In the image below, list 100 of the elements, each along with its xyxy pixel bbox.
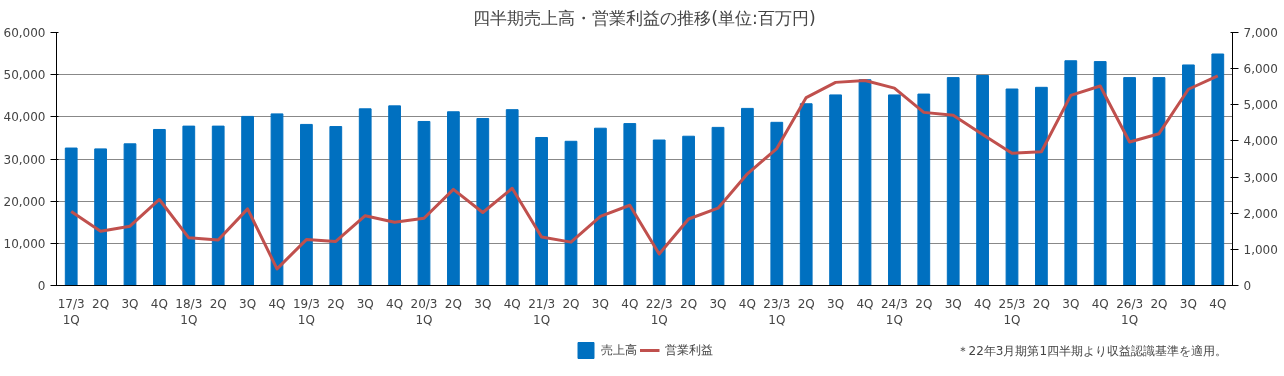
x-tick-label: 21/3 1Q	[528, 296, 556, 328]
x-tick-label: 3Q	[474, 296, 492, 311]
bar	[1123, 77, 1136, 286]
bar	[211, 125, 225, 286]
x-tick-label: 24/3 1Q	[880, 296, 908, 328]
x-tick-label: 2Q	[1150, 296, 1168, 311]
bar	[917, 93, 931, 286]
x-tick-label: 4Q	[503, 296, 521, 311]
x-tick-label: 17/3 1Q	[57, 296, 85, 328]
bar	[505, 109, 519, 286]
x-tick-label: 4Q	[974, 296, 992, 311]
bar	[1152, 77, 1166, 286]
x-tick-label: 20/3 1Q	[410, 296, 438, 328]
bar	[153, 128, 166, 286]
y-tick-label: 10,000	[3, 236, 46, 251]
bar	[300, 123, 313, 286]
bar	[623, 123, 637, 286]
x-tick-label: 3Q	[709, 296, 727, 311]
legend-label: 営業利益	[664, 341, 713, 359]
x-tick-label: 4Q	[1209, 296, 1227, 311]
y-tick-label: 0	[37, 279, 46, 293]
bar	[829, 94, 842, 286]
bar	[241, 115, 254, 286]
x-tick-label: 2Q	[444, 296, 462, 311]
x-tick-label: 3Q	[356, 296, 374, 311]
bar	[770, 121, 784, 286]
x-tick-label: 4Q	[1091, 296, 1109, 311]
bar	[476, 118, 490, 286]
x-tick-label: 2Q	[92, 296, 110, 311]
bar	[741, 107, 754, 286]
y-tick-label: 50,000	[3, 68, 46, 83]
bar	[182, 125, 196, 286]
bar	[711, 126, 725, 286]
x-tick-label: 4Q	[856, 296, 874, 311]
bar	[535, 136, 548, 286]
bar	[1035, 86, 1048, 286]
y2-tick-label: 7,000	[1243, 26, 1278, 40]
legend-label: 売上高	[600, 341, 637, 359]
bar	[594, 127, 607, 286]
x-tick-label: 3Q	[1179, 296, 1197, 311]
bar	[329, 126, 343, 286]
x-tick-label: 2Q	[680, 296, 698, 311]
x-tick-label: 2Q	[915, 296, 933, 311]
x-tick-label: 3Q	[827, 296, 845, 311]
bar	[1093, 61, 1107, 286]
x-tick-label: 22/3 1Q	[645, 296, 673, 328]
y-tick-label: 40,000	[3, 110, 46, 125]
y2-tick-label: 0	[1243, 279, 1252, 293]
x-tick-label: 3Q	[1062, 296, 1080, 311]
y2-tick-label: 5,000	[1243, 98, 1278, 113]
bar	[358, 108, 372, 286]
y2-tick-label: 6,000	[1243, 62, 1278, 77]
bar	[799, 103, 813, 286]
x-tick-label: 23/3 1Q	[763, 296, 791, 328]
bar	[1211, 53, 1225, 286]
bar	[447, 111, 460, 286]
x-tick-label: 3Q	[121, 296, 139, 311]
text: ＊22年3月期第1四半期より収益認識基準を適用。	[956, 343, 1228, 358]
x-tick-label: 2Q	[209, 296, 227, 311]
chart-title: 四半期売上高・営業利益の推移(単位:百万円)	[473, 7, 816, 28]
x-tick-label: 19/3 1Q	[292, 296, 320, 328]
x-tick-label: 3Q	[944, 296, 962, 311]
x-tick-label: 4Q	[621, 296, 639, 311]
x-tick-label: 4Q	[268, 296, 286, 311]
bar	[417, 120, 431, 286]
y2-tick-label: 1,000	[1243, 242, 1278, 257]
bar	[946, 77, 960, 286]
bar	[1005, 88, 1019, 286]
bar	[976, 75, 989, 286]
x-tick-label: 3Q	[591, 296, 609, 311]
x-tick-label: 2Q	[327, 296, 345, 311]
bar	[64, 147, 78, 286]
x-tick-label: 2Q	[1032, 296, 1050, 311]
y-tick-label: 30,000	[3, 152, 46, 167]
bar	[123, 143, 137, 286]
bar	[270, 113, 284, 286]
x-tick-label: 4Q	[738, 296, 756, 311]
x-tick-label: 2Q	[797, 296, 815, 311]
x-tick-label: 2Q	[562, 296, 580, 311]
bar	[388, 105, 401, 286]
y2-tick-label: 2,000	[1243, 206, 1278, 221]
y2-tick-label: 3,000	[1243, 170, 1278, 185]
line-series	[69, 74, 1220, 271]
x-tick-label: 25/3 1Q	[998, 296, 1026, 328]
x-tick-label: 4Q	[386, 296, 404, 311]
bar	[888, 94, 901, 286]
y-tick-label: 60,000	[3, 26, 46, 40]
bar	[94, 148, 107, 286]
bar	[564, 140, 578, 286]
x-tick-label: 18/3 1Q	[175, 296, 203, 328]
y-tick-label: 20,000	[3, 194, 46, 209]
bar	[1064, 60, 1078, 286]
x-tick-label: 3Q	[239, 296, 257, 311]
bar	[858, 79, 872, 286]
bar	[1182, 64, 1195, 286]
bar	[682, 135, 695, 286]
x-tick-label: 26/3 1Q	[1116, 296, 1144, 328]
x-tick-label: 4Q	[150, 296, 168, 311]
bar	[652, 139, 666, 286]
y2-tick-label: 4,000	[1243, 134, 1278, 149]
